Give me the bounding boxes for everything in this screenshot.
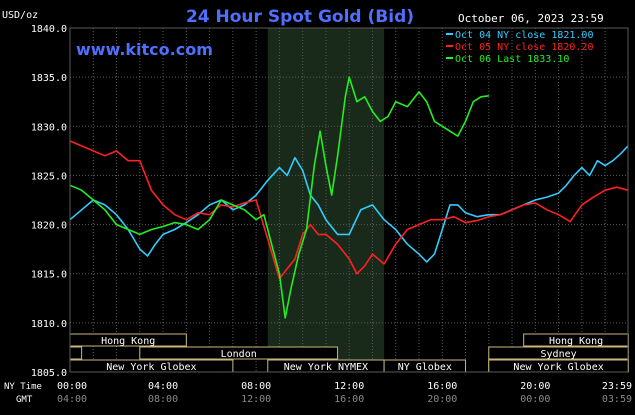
x-tick-label-gmt: 12:00	[241, 394, 271, 405]
session-band-label: New York Globex	[513, 362, 603, 373]
legend-entry: Oct 06 Last 1833.10	[455, 54, 569, 65]
y-tick-label: 1820.0	[31, 221, 67, 232]
session-band	[69, 346, 83, 360]
x-tick-label-gmt: 04:00	[57, 394, 87, 405]
gmt-row-label: GMT	[16, 395, 33, 405]
ny-time-row-label: NY Time	[4, 382, 42, 392]
session-band-label: New York NYMEX	[284, 362, 368, 373]
date-text: October 06, 2023 23:59	[458, 12, 604, 25]
x-tick-label-ny: 23:59	[602, 381, 632, 392]
series-line	[69, 145, 629, 263]
session-band-label: NY Globex	[398, 362, 452, 373]
chart-title: 24 Hour Spot Gold (Bid)	[186, 7, 414, 27]
y-tick-label: 1810.0	[31, 319, 67, 330]
y-tick-label: 1815.0	[31, 270, 67, 281]
x-tick-label-ny: 00:00	[57, 381, 87, 392]
x-tick-label-ny: 04:00	[148, 381, 178, 392]
x-tick-label-gmt: 16:00	[334, 394, 364, 405]
y-tick-label: 1835.0	[31, 73, 67, 84]
x-tick-label-ny: 12:00	[334, 381, 364, 392]
session-bands-layer: Hong Kong London New York Globex New York N…	[69, 333, 629, 373]
x-tick-label-gmt: 00:00	[520, 394, 550, 405]
x-tick-label-ny: 20:00	[520, 381, 550, 392]
x-tick-label-ny: 16:00	[427, 381, 457, 392]
y-tick-label: 1805.0	[31, 368, 67, 379]
unit-label: USD/oz	[2, 10, 38, 21]
session-band-label: Sydney	[541, 349, 577, 360]
y-tick-label: 1830.0	[31, 122, 67, 133]
legend-entry: Oct 05 NY close 1820.20	[455, 42, 593, 53]
y-tick-label: 1825.0	[31, 171, 67, 182]
plot-frame	[69, 27, 629, 373]
session-band-label: Hong Kong	[101, 336, 155, 347]
series-line	[69, 140, 629, 280]
legend-entry: Oct 04 NY close 1821.00	[455, 30, 593, 41]
series-layer	[69, 76, 629, 319]
x-tick-label-gmt: 08:00	[148, 394, 178, 405]
x-tick-label-gmt: 03:59	[602, 394, 632, 405]
axis-layer: 1805.0 1810.0 1815.0 1820.0 1825.0 1830.0 1835…	[31, 24, 632, 405]
series-line	[69, 76, 489, 319]
session-band-label: New York Globex	[106, 362, 196, 373]
brand-link[interactable]: www.kitco.com	[76, 40, 213, 59]
session-band-label: London	[221, 349, 257, 360]
y-tick-label: 1840.0	[31, 24, 67, 35]
session-band-label: Hong Kong	[549, 336, 603, 347]
x-tick-label-gmt: 20:00	[427, 394, 457, 405]
x-tick-label-ny: 08:00	[241, 381, 271, 392]
session-band	[139, 346, 339, 360]
